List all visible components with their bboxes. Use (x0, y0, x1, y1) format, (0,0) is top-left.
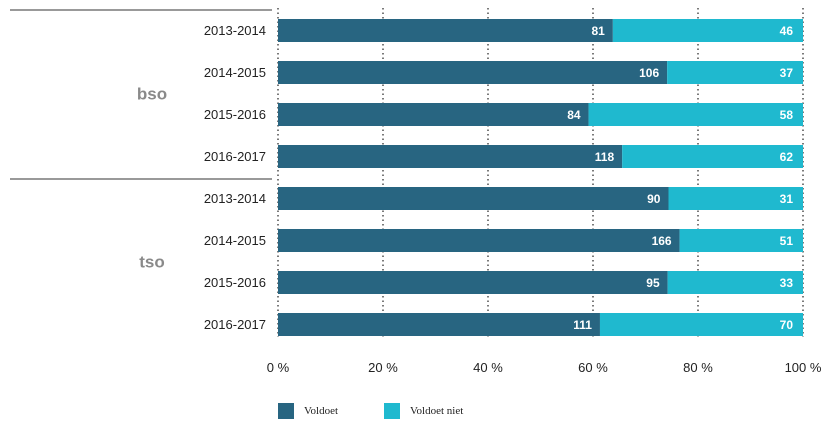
bar-voldoet-niet (679, 229, 803, 252)
data-label-voldoet: 111 (573, 318, 592, 332)
data-label-voldoet: 84 (567, 108, 581, 122)
bar-voldoet (278, 61, 668, 84)
data-label-voldoet: 81 (591, 24, 605, 38)
data-label-voldoet-niet: 70 (780, 318, 794, 332)
group-label-tso: tso (139, 253, 165, 272)
bar-voldoet-niet (667, 61, 803, 84)
bar-voldoet (278, 313, 600, 336)
x-tick-label: 0 % (267, 360, 290, 375)
data-label-voldoet-niet: 33 (780, 276, 794, 290)
bar-voldoet-niet (588, 103, 803, 126)
data-label-voldoet-niet: 51 (780, 234, 794, 248)
bar-voldoet (278, 145, 623, 168)
group-label-bso: bso (137, 85, 167, 104)
x-tick-label: 80 % (683, 360, 713, 375)
legend-item-voldoet: Voldoet (278, 403, 338, 419)
data-label-voldoet-niet: 58 (780, 108, 794, 122)
bar-voldoet (278, 103, 589, 126)
category-label: 2016-2017 (204, 317, 266, 332)
bar-voldoet (278, 271, 668, 294)
bar-voldoet (278, 229, 680, 252)
category-label: 2014-2015 (204, 65, 266, 80)
x-tick-label: 100 % (785, 360, 822, 375)
x-tick-label: 20 % (368, 360, 398, 375)
data-label-voldoet-niet: 46 (780, 24, 794, 38)
data-label-voldoet: 166 (652, 234, 672, 248)
bar-voldoet-niet (622, 145, 803, 168)
legend: Voldoet Voldoet niet (278, 403, 509, 419)
bar-voldoet-niet (668, 187, 803, 210)
category-label: 2014-2015 (204, 233, 266, 248)
category-label: 2013-2014 (204, 23, 266, 38)
category-label: 2015-2016 (204, 107, 266, 122)
category-label: 2013-2014 (204, 191, 266, 206)
legend-item-voldoet-niet: Voldoet niet (384, 403, 463, 419)
data-label-voldoet-niet: 31 (780, 192, 794, 206)
x-tick-label: 40 % (473, 360, 503, 375)
bar-voldoet-niet (667, 271, 803, 294)
data-label-voldoet: 90 (647, 192, 661, 206)
legend-label-voldoet: Voldoet (304, 405, 339, 417)
bar-voldoet (278, 19, 613, 42)
bar-voldoet (278, 187, 669, 210)
bar-voldoet-niet (599, 313, 803, 336)
x-tick-label: 60 % (578, 360, 608, 375)
category-label: 2016-2017 (204, 149, 266, 164)
category-label: 2015-2016 (204, 275, 266, 290)
data-label-voldoet: 106 (639, 66, 659, 80)
legend-swatch-voldoet (278, 403, 294, 419)
bar-voldoet-niet (612, 19, 803, 42)
data-label-voldoet-niet: 37 (780, 66, 794, 80)
data-label-voldoet: 118 (595, 150, 615, 164)
legend-swatch-voldoet-niet (384, 403, 401, 419)
stacked-bar-chart: 81 46 2013-2014 106 37 2014-2015 84 58 2015-2016… (10, 8, 822, 375)
data-label-voldoet-niet: 62 (780, 150, 794, 164)
data-label-voldoet: 95 (646, 276, 660, 290)
legend-label-voldoet-niet: Voldoet niet (410, 405, 464, 417)
